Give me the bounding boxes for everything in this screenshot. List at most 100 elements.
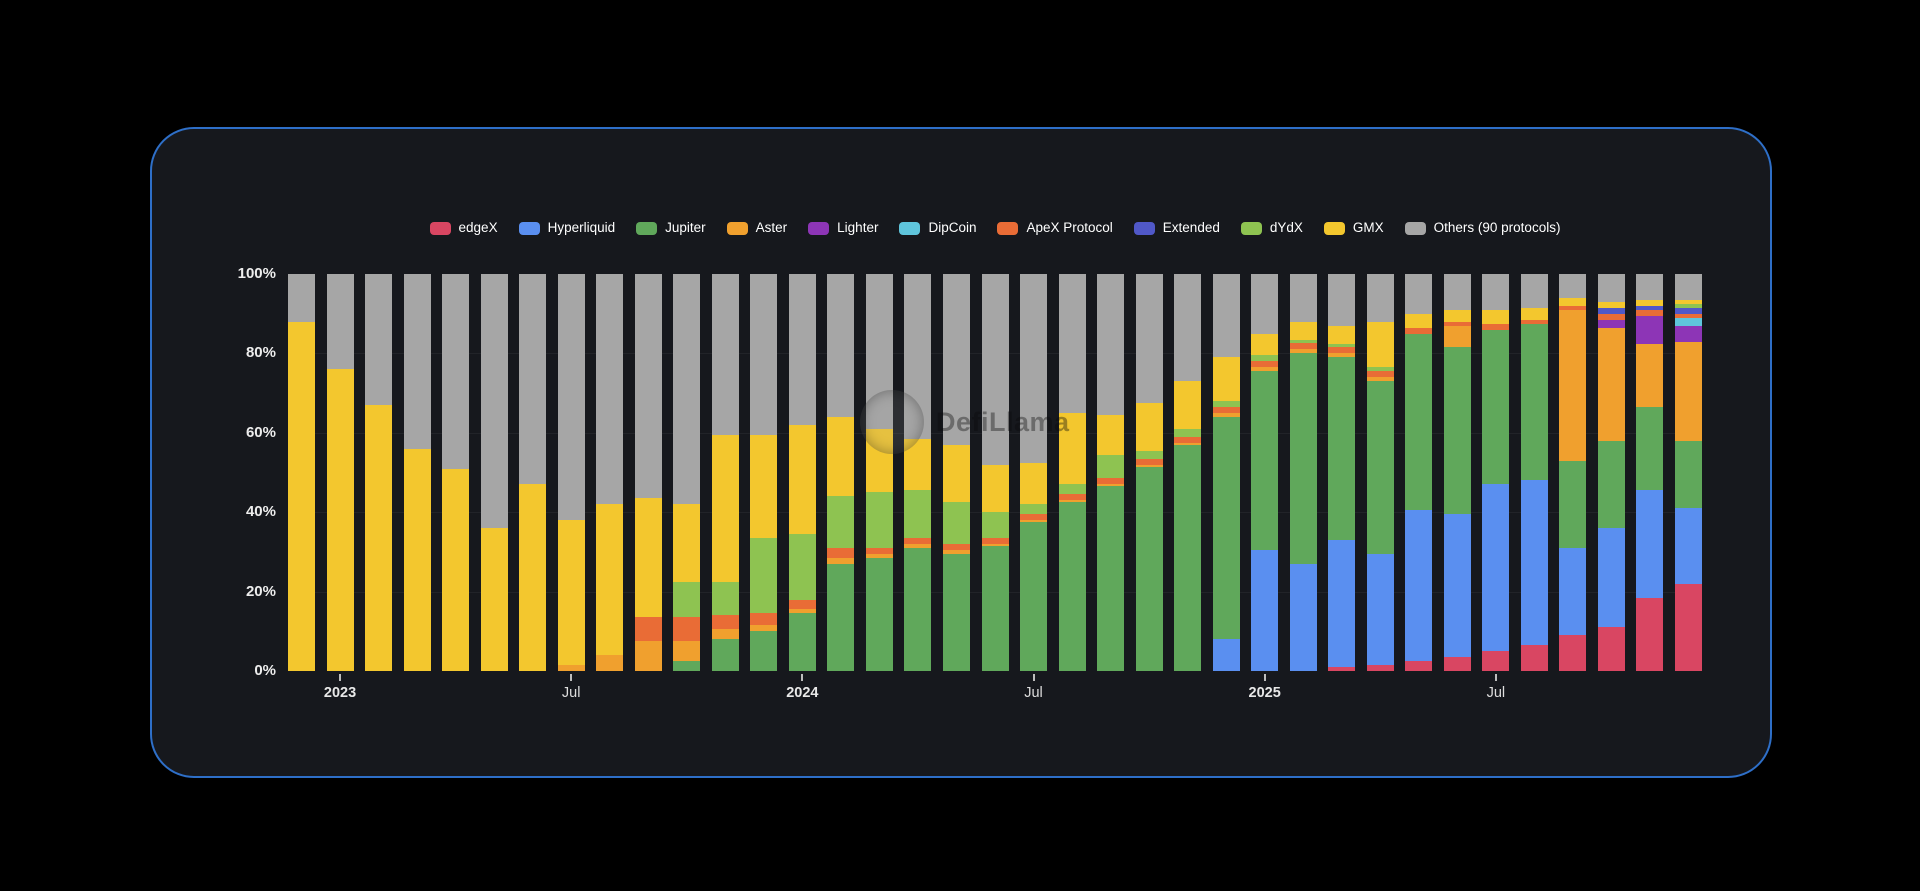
segment-gmx	[480, 528, 508, 671]
segment-apex-protocol	[1135, 458, 1163, 465]
bar-oct-2023[interactable]	[673, 274, 701, 671]
bar-jan-2025[interactable]	[1251, 274, 1279, 671]
bar-jun-2024[interactable]	[981, 274, 1009, 671]
bar-may-2023[interactable]	[480, 274, 508, 671]
segment-apex-protocol	[1058, 494, 1086, 501]
segment-dydx	[673, 581, 701, 618]
bar-jul-2024[interactable]	[1020, 274, 1048, 671]
legend-item-dipcoin[interactable]: DipCoin	[899, 221, 976, 235]
bar-aug-2025[interactable]	[1520, 274, 1548, 671]
segment-apex-protocol	[1559, 305, 1587, 310]
x-axis-tick-label-jul: Jul	[561, 685, 581, 701]
legend-item-hyperliquid[interactable]: Hyperliquid	[518, 221, 615, 235]
segment-extended	[1636, 305, 1664, 310]
bar-apr-2023[interactable]	[442, 274, 470, 671]
bar-sep-2023[interactable]	[634, 274, 662, 671]
segment-hyperliquid	[1328, 540, 1356, 668]
bar-dec-2022[interactable]	[288, 274, 315, 671]
segment-jupiter	[1097, 486, 1125, 671]
bar-sep-2024[interactable]	[1097, 274, 1125, 671]
legend-item-aster[interactable]: Aster	[726, 220, 788, 235]
legend-item-gmx[interactable]: GMX	[1323, 221, 1384, 235]
segment-others-90-protocols-	[1366, 274, 1394, 322]
segment-gmx	[519, 484, 547, 671]
bar-jul-2025[interactable]	[1482, 274, 1510, 671]
bar-jun-2023[interactable]	[519, 274, 547, 671]
segment-apex-protocol	[981, 538, 1009, 544]
segment-apex-protocol	[1675, 313, 1702, 318]
bar-apr-2024[interactable]	[904, 274, 932, 671]
legend-item-others-90-protocols-[interactable]: Others (90 protocols)	[1404, 221, 1560, 235]
bar-may-2025[interactable]	[1405, 274, 1433, 671]
bar-aug-2023[interactable]	[596, 274, 624, 671]
segment-edgex	[1520, 645, 1548, 671]
bar-jan-2023[interactable]	[326, 274, 354, 671]
segment-dydx	[904, 490, 932, 539]
segment-gmx	[1289, 321, 1317, 340]
bar-feb-2023[interactable]	[365, 274, 393, 671]
bar-dec-2024[interactable]	[1212, 274, 1240, 671]
y-axis-tick-label-100: 100%	[237, 265, 276, 282]
legend-item-apex-protocol[interactable]: ApeX Protocol	[997, 221, 1113, 235]
segment-others-90-protocols-	[827, 274, 855, 417]
bar-mar-2025[interactable]	[1328, 274, 1356, 671]
segment-apex-protocol	[1020, 514, 1048, 521]
legend-item-label: Aster	[755, 220, 788, 235]
segment-jupiter	[1366, 381, 1394, 554]
bar-mar-2023[interactable]	[403, 274, 431, 671]
segment-apex-protocol	[673, 617, 701, 642]
segment-aster	[1675, 341, 1702, 441]
segment-others-90-protocols-	[326, 274, 354, 370]
segment-gmx	[1251, 333, 1279, 356]
bar-oct-2024[interactable]	[1135, 274, 1163, 671]
segment-jupiter	[1597, 440, 1625, 529]
segment-aster	[1559, 309, 1587, 461]
legend-item-jupiter[interactable]: Jupiter	[636, 221, 706, 235]
segment-gmx	[788, 424, 816, 535]
segment-aster	[1251, 367, 1279, 372]
bar-jan-2024[interactable]	[788, 274, 816, 671]
segment-dydx	[1212, 401, 1240, 408]
bar-dec-2023[interactable]	[750, 274, 778, 671]
segment-gmx	[1135, 403, 1163, 451]
segment-aster	[1058, 500, 1086, 503]
segment-others-90-protocols-	[865, 274, 893, 429]
segment-others-90-protocols-	[442, 274, 470, 469]
segment-others-90-protocols-	[1482, 274, 1510, 310]
bar-nov-2023[interactable]	[711, 274, 739, 671]
segment-dydx	[827, 496, 855, 548]
segment-edgex	[1597, 627, 1625, 671]
bar-jul-2023[interactable]	[557, 274, 585, 671]
segment-jupiter	[673, 661, 701, 671]
segment-gmx	[865, 428, 893, 493]
segment-gmx	[596, 504, 624, 656]
legend-item-label: Extended	[1162, 220, 1220, 235]
segment-dipcoin	[1675, 317, 1702, 326]
bar-mar-2024[interactable]	[865, 274, 893, 671]
bar-apr-2025[interactable]	[1366, 274, 1394, 671]
bar-aug-2024[interactable]	[1058, 274, 1086, 671]
legend-item-dydx[interactable]: dYdX	[1240, 221, 1303, 235]
segment-dydx	[865, 492, 893, 548]
segment-aster	[711, 629, 739, 640]
legend-swatch-icon	[518, 221, 540, 235]
bar-may-2024[interactable]	[942, 274, 970, 671]
bar-feb-2024[interactable]	[827, 274, 855, 671]
segment-others-90-protocols-	[904, 274, 932, 439]
x-axis-tick	[570, 674, 573, 681]
bar-nov-2025[interactable]	[1636, 274, 1664, 671]
bar-nov-2024[interactable]	[1174, 274, 1202, 671]
bar-dec-2025[interactable]	[1675, 274, 1702, 671]
y-axis-tick-label-0: 0%	[254, 662, 276, 679]
bar-feb-2025[interactable]	[1289, 274, 1317, 671]
bar-jun-2025[interactable]	[1443, 274, 1471, 671]
legend-item-edgex[interactable]: edgeX	[429, 221, 498, 235]
legend-item-lighter[interactable]: Lighter	[808, 221, 878, 235]
segment-jupiter	[750, 631, 778, 671]
segment-hyperliquid	[1443, 514, 1471, 658]
segment-lighter	[1636, 315, 1664, 344]
bar-oct-2025[interactable]	[1597, 274, 1625, 671]
segment-edgex	[1443, 657, 1471, 671]
bar-sep-2025[interactable]	[1559, 274, 1587, 671]
legend-item-extended[interactable]: Extended	[1133, 220, 1220, 235]
